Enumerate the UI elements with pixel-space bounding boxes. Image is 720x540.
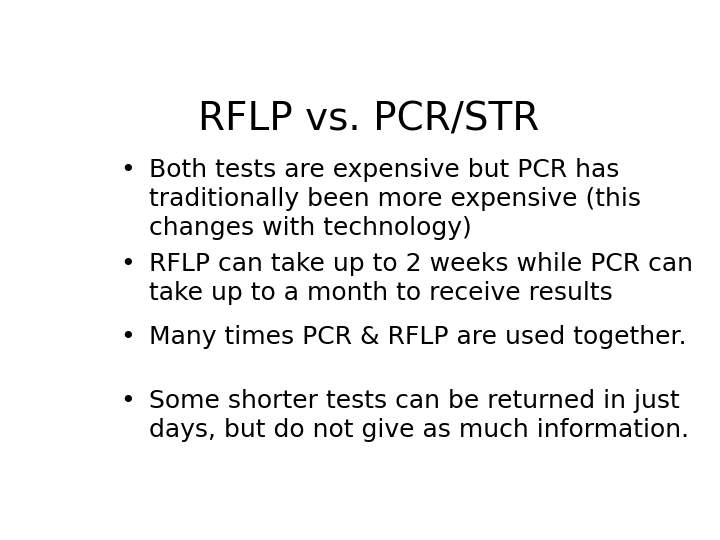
Text: RFLP vs. PCR/STR: RFLP vs. PCR/STR xyxy=(199,100,539,138)
Text: RFLP can take up to 2 weeks while PCR can
take up to a month to receive results: RFLP can take up to 2 weeks while PCR ca… xyxy=(148,252,693,305)
Text: •: • xyxy=(121,389,135,413)
Text: •: • xyxy=(121,252,135,276)
Text: •: • xyxy=(121,158,135,183)
Text: •: • xyxy=(121,325,135,349)
Text: Some shorter tests can be returned in just
days, but do not give as much informa: Some shorter tests can be returned in ju… xyxy=(148,389,689,442)
Text: Many times PCR & RFLP are used together.: Many times PCR & RFLP are used together. xyxy=(148,325,686,349)
Text: Both tests are expensive but PCR has
traditionally been more expensive (this
cha: Both tests are expensive but PCR has tra… xyxy=(148,158,641,240)
